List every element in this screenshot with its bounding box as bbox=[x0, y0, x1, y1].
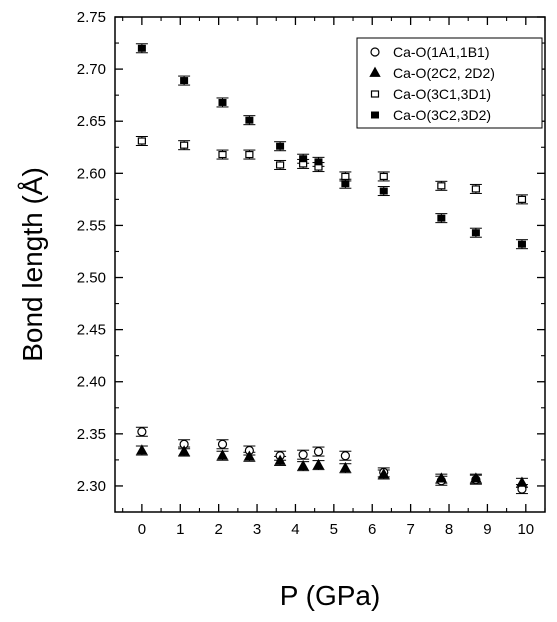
y-tick-label: 2.50 bbox=[77, 270, 106, 287]
x-tick-label: 1 bbox=[176, 521, 184, 538]
data-point bbox=[312, 458, 325, 470]
y-tick-label: 2.45 bbox=[77, 322, 106, 339]
data-point bbox=[297, 459, 309, 471]
data-point bbox=[371, 111, 379, 119]
y-axis-title: Bond length (Å) bbox=[17, 167, 48, 362]
legend-item: Ca-O(3C2,3D2) bbox=[371, 107, 491, 123]
legend-label: Ca-O(3C2,3D2) bbox=[393, 107, 491, 123]
data-point bbox=[276, 142, 285, 150]
data-point bbox=[180, 77, 189, 85]
legend-box bbox=[356, 37, 543, 129]
data-point bbox=[314, 158, 323, 166]
data-point bbox=[379, 187, 388, 195]
data-point bbox=[378, 468, 390, 479]
legend-item: Ca-O(3C1,3D1) bbox=[370, 86, 491, 102]
data-point bbox=[216, 449, 229, 460]
x-tick-label: 9 bbox=[483, 521, 491, 538]
data-point bbox=[313, 446, 324, 457]
x-tick-label: 2 bbox=[214, 521, 222, 538]
data-point bbox=[369, 66, 381, 77]
data-point bbox=[137, 427, 147, 437]
data-point bbox=[339, 461, 352, 473]
data-point bbox=[218, 150, 227, 159]
data-point bbox=[379, 172, 388, 181]
data-point bbox=[370, 47, 380, 57]
y-tick-label: 2.55 bbox=[77, 217, 106, 234]
data-point bbox=[471, 185, 480, 193]
data-point bbox=[471, 229, 480, 237]
data-point bbox=[341, 172, 350, 181]
data-point bbox=[516, 476, 528, 487]
y-tick-label: 2.40 bbox=[77, 374, 106, 391]
data-point bbox=[245, 150, 254, 159]
data-point bbox=[245, 116, 254, 124]
x-tick-label: 3 bbox=[253, 521, 261, 538]
y-tick-label: 2.30 bbox=[77, 478, 106, 495]
legend-item: Ca-O(1A1,1B1) bbox=[370, 44, 489, 60]
legend: Ca-O(1A1,1B1) Ca-O(2C2, 2D2) Ca-O(3C1,3D… bbox=[356, 37, 543, 129]
data-point bbox=[217, 439, 228, 449]
legend-marker bbox=[370, 47, 380, 57]
data-point bbox=[341, 180, 350, 188]
data-point bbox=[137, 137, 146, 145]
data-markers bbox=[136, 44, 528, 494]
x-tick-label: 0 bbox=[138, 521, 146, 538]
y-tick-label: 2.35 bbox=[77, 426, 106, 443]
data-point bbox=[218, 98, 227, 106]
x-tick-label: 8 bbox=[445, 521, 453, 538]
legend-label: Ca-O(3C1,3D1) bbox=[393, 86, 491, 102]
data-point bbox=[275, 161, 285, 169]
tick-labels: 2.30 2.35 2.40 2.45 2.50 2.55 2.60 2.65 2.70 2.75… bbox=[77, 9, 534, 538]
x-tick-label: 10 bbox=[517, 521, 534, 538]
data-point bbox=[517, 240, 526, 248]
x-tick-label: 6 bbox=[368, 521, 376, 538]
data-point bbox=[370, 90, 380, 98]
legend-marker bbox=[371, 111, 379, 119]
y-tick-label: 2.70 bbox=[77, 61, 106, 78]
y-tick-label: 2.75 bbox=[77, 9, 106, 26]
legend-item: Ca-O(2C2, 2D2) bbox=[369, 65, 495, 81]
data-point bbox=[180, 141, 189, 149]
data-point bbox=[274, 454, 286, 465]
legend-marker bbox=[369, 66, 381, 77]
data-point bbox=[298, 450, 308, 460]
data-point bbox=[470, 472, 482, 483]
legend-label: Ca-O(1A1,1B1) bbox=[393, 44, 489, 60]
data-point bbox=[435, 472, 448, 483]
x-tick-label: 7 bbox=[406, 521, 414, 538]
data-point bbox=[136, 444, 148, 455]
legend-label: Ca-O(2C2, 2D2) bbox=[393, 65, 495, 81]
data-point bbox=[437, 214, 446, 222]
x-axis-title: P (GPa) bbox=[280, 580, 381, 611]
y-tick-label: 2.65 bbox=[77, 113, 106, 130]
data-point bbox=[517, 195, 527, 203]
data-point bbox=[437, 182, 446, 190]
x-tick-label: 4 bbox=[291, 521, 299, 538]
plot-frame bbox=[114, 16, 546, 513]
data-point bbox=[178, 445, 190, 456]
x-tick-label: 5 bbox=[330, 521, 338, 538]
y-tick-label: 2.60 bbox=[77, 165, 106, 182]
data-point bbox=[243, 450, 256, 461]
data-point bbox=[299, 155, 308, 163]
legend-marker bbox=[370, 90, 380, 98]
data-point bbox=[137, 44, 146, 52]
data-point bbox=[340, 451, 350, 461]
